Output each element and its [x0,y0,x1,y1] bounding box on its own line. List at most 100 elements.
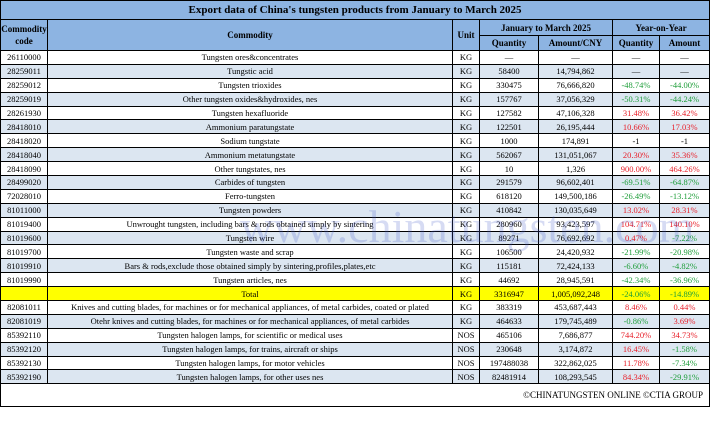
cell-amount: 453,687,443 [538,300,613,315]
cell-yoy-quantity: -1 [612,133,660,149]
cell-quantity: — [479,50,539,65]
cell-amount: 37,056,329 [538,91,613,107]
table-row: 85392110 Tungsten halogen lamps, for scie… [0,327,710,343]
cell-commodity: Ammonium paratungstate [47,119,453,135]
table-row: 28418010 Ammonium paratungstate KG 122501 26… [0,119,710,135]
cell-unit: KG [452,188,480,204]
cell-code: 81019700 [0,244,48,260]
cell-yoy-quantity: 8.46% [612,300,660,315]
table-row: 82081011 Knives and cutting blades, for m… [0,300,710,315]
cell-yoy-quantity: -26.49% [612,188,660,204]
cell-yoy-quantity: 10.66% [612,119,660,135]
header-yoy-amount: Amount [658,35,710,51]
cell-code: 85392130 [0,355,48,371]
cell-amount: 93,423,597 [538,216,613,232]
cell-quantity: 89271 [479,230,539,246]
cell-amount: 3,174,872 [538,341,613,357]
table-row: 81019600 Tungsten wire KG 89271 76,692,692 0.… [0,230,710,246]
table-row: 85392120 Tungsten halogen lamps, for trai… [0,341,710,357]
cell-unit: KG [452,202,480,218]
cell-code: 81019910 [0,258,48,274]
cell-commodity: Tungsten halogen lamps, for trains, airc… [47,341,453,357]
cell-commodity: Tungsten halogen lamps, for other uses n… [47,369,453,385]
cell-yoy-quantity: -42.34% [612,272,660,288]
cell-amount: 47,106,328 [538,105,613,121]
cell-commodity: Knives and cutting blades, for machines … [47,300,453,315]
table-row: 82081019 Otehr knives and cutting blades,… [0,313,710,329]
cell-commodity: Other tungsten oxides&hydroxides, nes [47,91,453,107]
cell-commodity: Ammonium metatungstate [47,147,453,163]
cell-yoy-quantity: — [612,50,660,65]
table-row: 28259011 Tungstic acid KG 58400 14,794,862— — [0,63,710,79]
cell-yoy-amount: -29.91% [658,369,710,385]
cell-unit: KG [452,161,480,177]
cell-yoy-amount: -36.96% [658,272,710,288]
cell-amount: 131,051,067 [538,147,613,163]
cell-yoy-quantity: -69.51% [612,175,660,190]
cell-commodity: Unwrought tungsten, including bars & rod… [47,216,453,232]
cell-amount: 76,692,692 [538,230,613,246]
table-title: Export data of China's tungsten products… [0,0,710,20]
cell-amount: 72,424,133 [538,258,613,274]
cell-amount: 7,686,877 [538,327,613,343]
cell-code: 81011000 [0,202,48,218]
cell-unit: KG [452,313,480,329]
cell-amount: 1,005,092,248 [538,286,613,302]
cell-amount: 179,745,489 [538,313,613,329]
cell-code: 85392190 [0,369,48,385]
copyright-footer: ©CHINATUNGSTEN ONLINE ©CTIA GROUP [0,383,710,408]
cell-yoy-amount: 34.73% [658,327,710,343]
cell-unit: KG [452,119,480,135]
cell-amount: 96,602,401 [538,175,613,190]
cell-yoy-amount: -14.89% [658,286,710,302]
cell-quantity: 465106 [479,327,539,343]
header-quantity: Quantity [479,35,539,51]
cell-quantity: 1000 [479,133,539,149]
cell-unit: KG [452,91,480,107]
cell-amount: 174,891 [538,133,613,149]
cell-commodity: Tungsten halogen lamps, for motor vehicl… [47,355,453,371]
cell-unit: NOS [452,327,480,343]
cell-unit: KG [452,272,480,288]
cell-code: 28418040 [0,147,48,163]
cell-quantity: 618120 [479,188,539,204]
header-yoy-quantity: Quantity [612,35,660,51]
cell-commodity: Tungsten trioxides [47,77,453,93]
cell-yoy-quantity: -6.60% [612,258,660,274]
cell-unit: KG [452,244,480,260]
cell-quantity: 122501 [479,119,539,135]
cell-yoy-quantity: -0.86% [612,313,660,329]
cell-quantity: 82481914 [479,369,539,385]
cell-code: 72028010 [0,188,48,204]
table-row: 81019990 Tungsten articles, nes KG 44692 28,… [0,272,710,288]
table-row: 81019700 Tungsten waste and scrap KG 106500… [0,244,710,260]
cell-quantity: 230648 [479,341,539,357]
cell-yoy-amount: -4.82% [658,258,710,274]
cell-yoy-quantity: 0.47% [612,230,660,246]
table-row: 85392130 Tungsten halogen lamps, for moto… [0,355,710,371]
cell-amount: 1,326 [538,161,613,177]
cell-quantity: 562067 [479,147,539,163]
cell-commodity: Sodium tungstate [47,133,453,149]
cell-code: 28418020 [0,133,48,149]
cell-yoy-quantity: 31.48% [612,105,660,121]
cell-quantity: 410842 [479,202,539,218]
table-row: 28418040 Ammonium metatungstate KG 562067 13… [0,147,710,163]
cell-yoy-amount: 0.44% [658,300,710,315]
cell-quantity: 383319 [479,300,539,315]
cell-yoy-amount: -44.00% [658,77,710,93]
cell-unit: KG [452,77,480,93]
cell-code: 85392110 [0,327,48,343]
cell-unit: NOS [452,369,480,385]
cell-amount: 322,862,025 [538,355,613,371]
cell-code: 81019990 [0,272,48,288]
cell-yoy-amount: 3.69% [658,313,710,329]
cell-unit: KG [452,230,480,246]
table-row: 26110000 Tungsten ores&concentrates KG — — — — [0,50,710,65]
table-row: 28499020 Carbides of tungsten KG 291579 96,6… [0,175,710,190]
cell-yoy-amount: -13.12% [658,188,710,204]
table-row: 81019910 Bars & rods,exclude those obtain… [0,258,710,274]
cell-yoy-quantity: -21.99% [612,244,660,260]
cell-commodity: Ferro-tungsten [47,188,453,204]
cell-yoy-quantity: 16.45% [612,341,660,357]
